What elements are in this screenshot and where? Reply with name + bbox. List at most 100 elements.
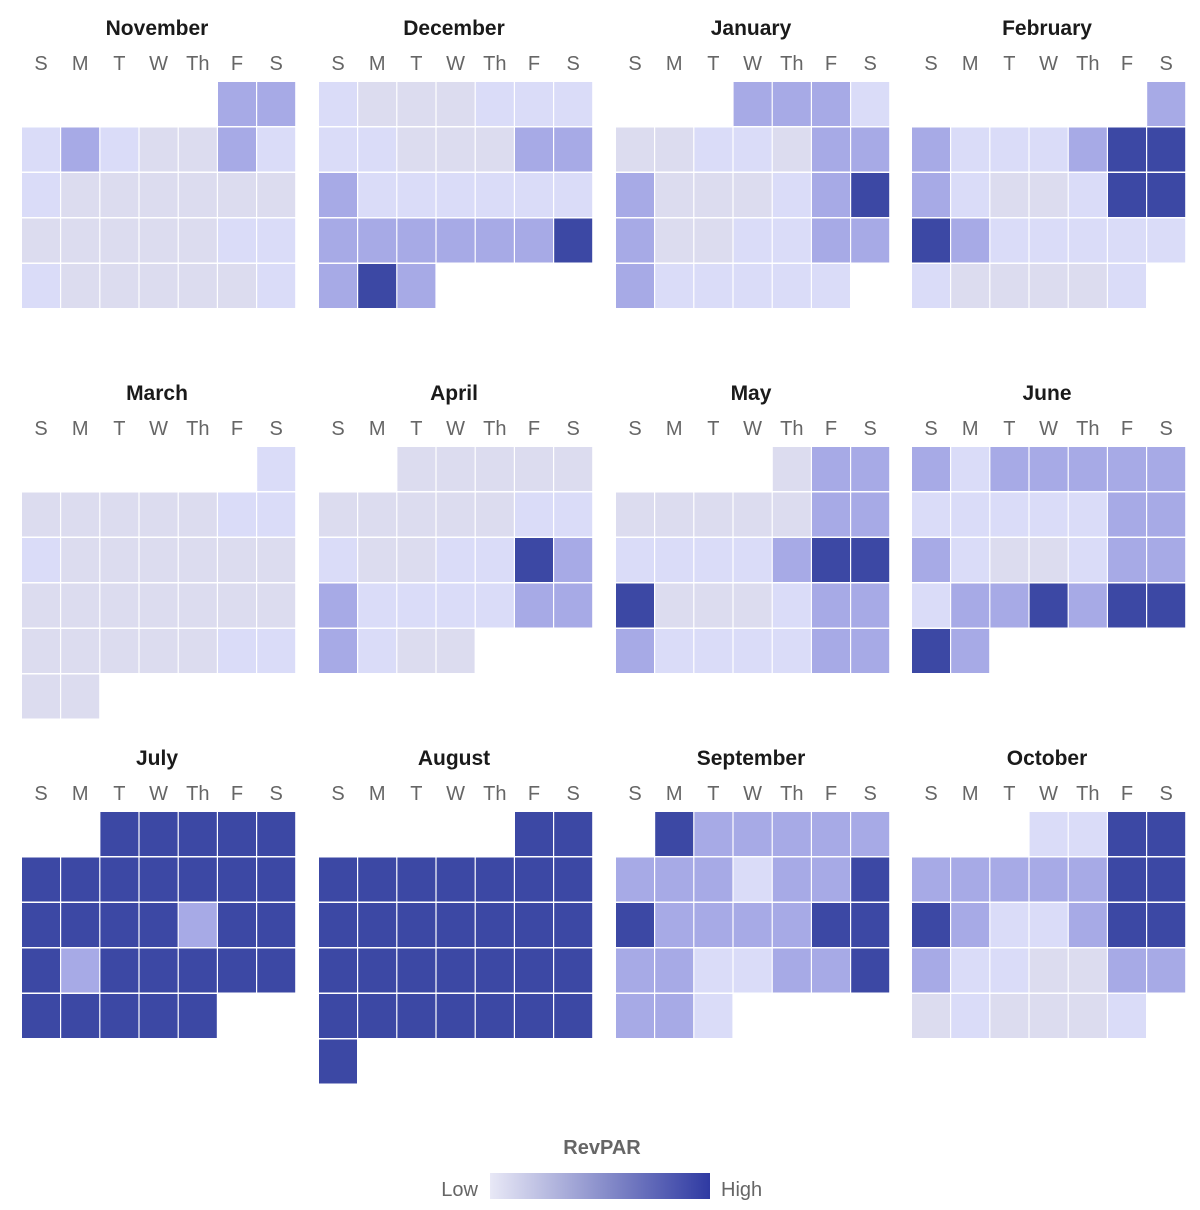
day-cell-march-15 [257, 538, 296, 582]
day-cell-march-30 [22, 674, 60, 719]
day-cell-june-24 [990, 583, 1029, 628]
month-title: September [697, 747, 806, 770]
day-cell-december-5 [475, 82, 514, 126]
day-cell-july-6 [22, 857, 60, 902]
weekday-label: W [1039, 53, 1058, 75]
day-cell-august-27 [436, 994, 475, 1038]
day-cell-october-1 [1029, 812, 1068, 856]
day-cell-november-1 [218, 82, 256, 126]
weekday-label: M [72, 53, 89, 75]
day-cell-october-14 [990, 903, 1029, 947]
weekday-label: T [410, 783, 422, 805]
day-cell-may-8 [772, 492, 811, 537]
day-cell-november-29 [218, 264, 256, 308]
day-cell-june-9 [951, 492, 990, 537]
day-cell-may-11 [616, 538, 654, 582]
day-cell-november-30 [257, 264, 296, 308]
month-title: May [731, 382, 772, 405]
weekday-label: Th [780, 418, 803, 440]
day-cell-november-15 [218, 173, 256, 217]
day-cell-may-30 [812, 629, 850, 673]
day-cell-february-13 [1068, 173, 1107, 217]
day-cell-february-11 [990, 173, 1029, 217]
month-march: March S M T W Th F S [22, 382, 296, 719]
day-cell-august-9 [554, 857, 593, 902]
day-cell-june-2 [951, 447, 990, 491]
day-cell-february-4 [990, 127, 1029, 172]
day-cell-may-25 [616, 629, 654, 673]
month-title: October [1007, 747, 1088, 770]
day-cell-january-23 [772, 218, 811, 263]
weekday-label: S [270, 53, 283, 75]
day-cell-june-18 [1029, 538, 1068, 582]
day-cell-january-28 [694, 264, 733, 308]
legend-title: RevPAR [563, 1137, 641, 1159]
day-cell-july-31 [178, 994, 217, 1038]
month-february: February S M T W Th F S [912, 17, 1186, 308]
day-cell-april-4 [515, 447, 553, 491]
weekday-label: S [567, 53, 580, 75]
weekday-label: W [149, 418, 168, 440]
weekday-label: F [1121, 53, 1133, 75]
day-cell-april-13 [319, 538, 357, 582]
day-cell-may-20 [694, 583, 733, 628]
month-june: June S M T W Th F S [912, 382, 1186, 673]
day-cell-july-18 [218, 903, 256, 947]
weekday-label: S [34, 53, 47, 75]
day-cell-september-9 [694, 857, 733, 902]
weekday-label: W [1039, 783, 1058, 805]
day-cell-november-6 [139, 127, 178, 172]
weekday-label: W [446, 783, 465, 805]
day-cell-february-26 [1029, 264, 1068, 308]
day-cell-may-16 [812, 538, 850, 582]
day-cell-december-22 [319, 218, 357, 263]
day-cell-january-11 [851, 127, 890, 172]
day-cell-may-19 [655, 583, 694, 628]
day-cell-july-30 [139, 994, 178, 1038]
weekday-label: M [666, 53, 683, 75]
day-cell-december-21 [554, 173, 593, 217]
day-cell-november-22 [218, 218, 256, 263]
day-cell-july-12 [257, 857, 296, 902]
day-cell-november-21 [178, 218, 217, 263]
day-cell-february-7 [1108, 127, 1146, 172]
day-cell-july-11 [218, 857, 256, 902]
day-cell-january-4 [851, 82, 890, 126]
day-cell-august-1 [515, 812, 553, 856]
day-cell-january-15 [733, 173, 772, 217]
day-cell-august-23 [554, 948, 593, 993]
weekday-label: F [1121, 418, 1133, 440]
day-cell-july-24 [178, 948, 217, 993]
day-cell-august-16 [554, 903, 593, 947]
weekday-label: T [410, 418, 422, 440]
day-cell-august-26 [397, 994, 436, 1038]
weekday-label: S [331, 53, 344, 75]
day-cell-august-18 [358, 948, 397, 993]
day-cell-august-6 [436, 857, 475, 902]
day-cell-september-8 [655, 857, 694, 902]
day-cell-july-20 [22, 948, 60, 993]
day-cell-october-12 [912, 903, 950, 947]
day-cell-september-13 [851, 857, 890, 902]
day-cell-january-5 [616, 127, 654, 172]
weekday-label: F [825, 418, 837, 440]
day-cell-november-20 [139, 218, 178, 263]
day-cell-august-7 [475, 857, 514, 902]
day-cell-december-25 [436, 218, 475, 263]
day-cell-august-24 [319, 994, 357, 1038]
weekday-label: T [707, 53, 719, 75]
weekday-label: M [369, 418, 386, 440]
day-cell-august-20 [436, 948, 475, 993]
day-cell-november-7 [178, 127, 217, 172]
day-cell-august-12 [397, 903, 436, 947]
day-cell-january-24 [812, 218, 850, 263]
day-cell-april-19 [554, 538, 593, 582]
day-cell-october-16 [1068, 903, 1107, 947]
month-title: February [1002, 17, 1092, 40]
day-cell-january-25 [851, 218, 890, 263]
day-cell-october-9 [1068, 857, 1107, 902]
day-cell-september-18 [772, 903, 811, 947]
day-cell-november-16 [257, 173, 296, 217]
month-title: March [126, 382, 188, 405]
day-cell-november-2 [257, 82, 296, 126]
